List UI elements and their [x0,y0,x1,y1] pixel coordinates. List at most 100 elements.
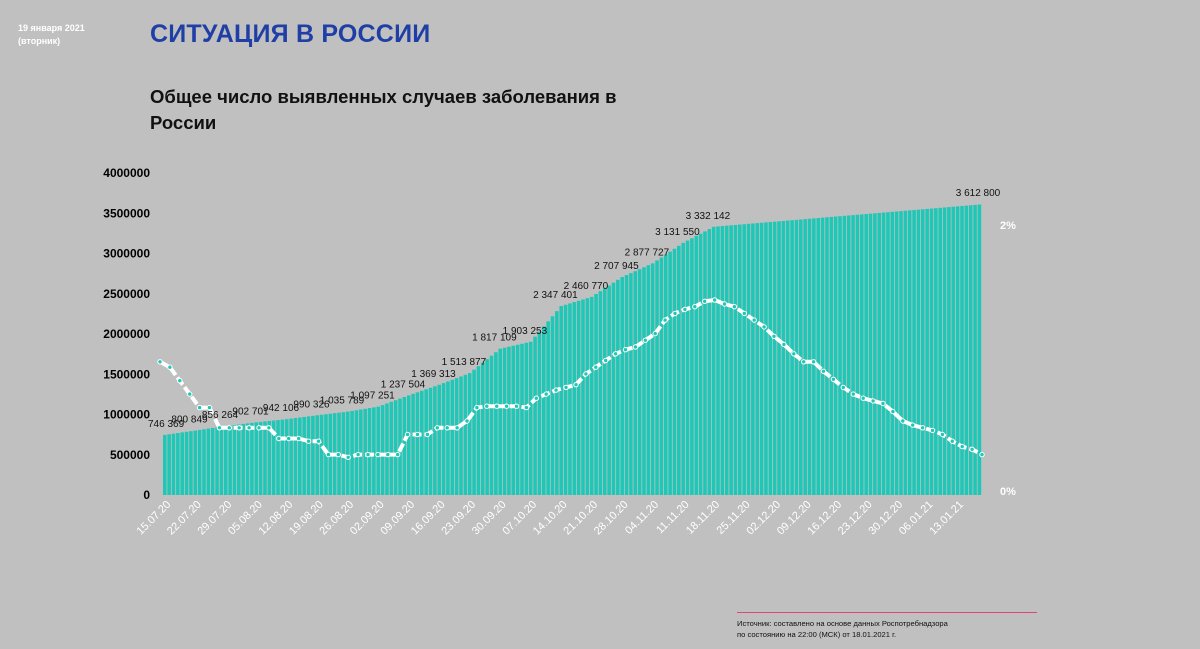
bar [633,271,638,495]
bar [511,345,516,495]
bar [790,220,794,495]
source-line-1: Источник: составлено на основе данных Ро… [737,619,948,628]
growth-point [305,438,312,444]
bar [646,265,651,495]
growth-point [731,304,738,310]
growth-point [593,364,599,370]
growth-point [246,425,252,431]
bar [245,423,250,495]
bar [293,418,298,495]
bar [642,267,646,495]
bar [437,384,442,495]
source-divider [737,612,1037,613]
bar [698,233,703,495]
x-tick-label: 13.01.21 [927,499,966,538]
bar [581,299,585,495]
bar [559,306,563,495]
growth-point [791,351,797,357]
data-label: 942 106 [263,403,300,414]
bar [764,222,768,495]
bar [302,416,306,495]
bar [629,273,633,495]
growth-point [721,301,728,307]
growth-point [187,391,193,397]
growth-point [216,425,223,431]
bar [894,211,899,495]
growth-point [543,391,549,397]
data-label: 2 877 727 [625,247,670,258]
bar [555,311,559,495]
bar [228,425,232,495]
bar [406,395,411,495]
bar [441,383,446,495]
growth-point [454,425,460,431]
bar [921,209,925,495]
bar [267,420,272,495]
bar [977,204,982,495]
bar [515,344,520,495]
bar [772,221,777,495]
bar [263,421,267,495]
growth-point [801,359,807,365]
bar [241,423,245,495]
growth-point [692,304,698,310]
growth-point [741,310,747,317]
bar [481,362,485,495]
bar [890,211,895,495]
growth-point [810,359,817,365]
bar [472,369,476,495]
growth-point [890,408,896,415]
bar [210,427,215,495]
growth-point [385,451,391,458]
growth-point [296,435,302,442]
bar [359,409,363,495]
bar [751,223,755,496]
bar [289,418,293,495]
bar [955,206,960,496]
bar [733,224,738,495]
growth-point [771,333,777,339]
bar [232,425,237,495]
bar [964,205,969,495]
bar [611,282,616,495]
bar [520,343,524,495]
bar [498,348,502,495]
data-label: 3 612 800 [956,188,1001,199]
growth-point [414,431,421,438]
bar [284,419,289,495]
bar [781,220,786,495]
bar [690,238,694,496]
bar [254,422,259,495]
bar [746,223,751,495]
data-label: 1 035 789 [320,396,365,407]
bar [655,260,659,495]
bar [420,390,424,495]
bar [742,224,746,495]
growth-point [424,431,431,438]
bar [663,254,668,495]
bar [720,226,725,495]
growth-point [919,425,926,431]
bar [415,392,420,495]
bar [223,426,228,495]
x-tick-label: 04.11.20 [623,499,661,537]
bar [659,257,664,495]
data-label: 1 817 109 [472,333,517,344]
bar [524,342,529,495]
bar [873,213,877,495]
growth-point [702,298,708,304]
data-label: 3 131 550 [655,227,700,238]
bar [189,431,193,495]
x-axis: 15.07.2022.07.2029.07.2005.08.2012.08.20… [135,499,967,538]
bar [542,326,546,495]
bar [668,251,672,495]
right-axis-label: 0% [1000,486,1016,498]
growth-point [177,378,183,384]
data-label: 2 460 770 [564,281,609,292]
growth-point [434,425,440,431]
growth-point [830,376,837,382]
growth-point [900,418,906,424]
bar [907,210,912,496]
